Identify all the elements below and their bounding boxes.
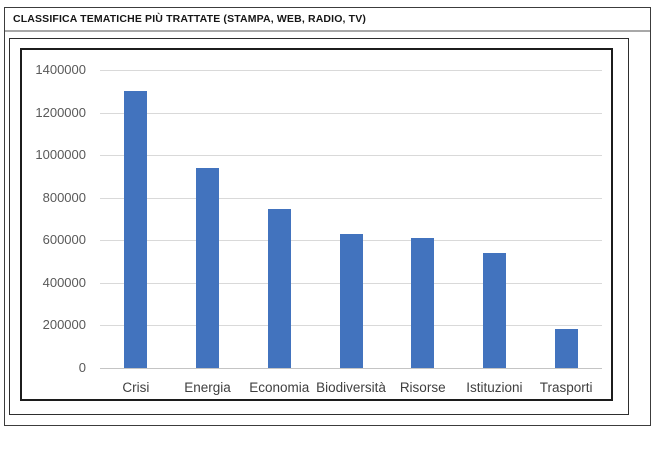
x-category-label: Istituzioni xyxy=(466,380,523,395)
y-tick-label: 200000 xyxy=(42,317,86,333)
y-tick-label: 400000 xyxy=(42,274,86,290)
gridline xyxy=(100,155,602,157)
gridline xyxy=(100,197,602,199)
chart-box: 0 200000 400000 600000 800000 1000000 1200000 1… xyxy=(20,48,613,401)
chart-container: 0 200000 400000 600000 800000 1000000 1200000 1… xyxy=(9,38,629,415)
document-frame: CLASSIFICA TEMATICHE PIÙ TRATTATE (STAMP… xyxy=(4,7,651,426)
y-tick-label: 1200000 xyxy=(35,104,86,120)
x-category-label: Energia xyxy=(184,380,231,395)
x-category-label: Biodiversità xyxy=(316,380,386,395)
x-category-label: Economia xyxy=(249,380,310,395)
bar-istituzioni xyxy=(482,253,506,368)
y-tick-label: 1400000 xyxy=(35,62,86,77)
x-axis-line xyxy=(100,368,602,369)
bar-risorse xyxy=(411,238,435,368)
chart-title-bar: CLASSIFICA TEMATICHE PIÙ TRATTATE (STAMP… xyxy=(5,8,650,32)
bar-crisi xyxy=(124,91,148,368)
x-category-label: Trasporti xyxy=(539,380,593,395)
gridline xyxy=(100,70,602,71)
bar-trasporti xyxy=(554,328,578,368)
bar-biodiversità xyxy=(339,233,363,368)
y-tick-label: 600000 xyxy=(42,232,86,248)
bar-chart: 0 200000 400000 600000 800000 1000000 1200000 1… xyxy=(22,50,611,399)
page-title: CLASSIFICA TEMATICHE PIÙ TRATTATE (STAMP… xyxy=(13,13,367,25)
y-tick-label: 1000000 xyxy=(35,147,86,163)
y-tick-label: 0 xyxy=(78,360,86,375)
x-category-label: Crisi xyxy=(122,380,150,395)
y-tick-label: 800000 xyxy=(42,189,86,205)
bar-energia xyxy=(196,167,220,368)
bar-economia xyxy=(267,209,291,368)
gridline xyxy=(100,112,602,114)
x-category-label: Risorse xyxy=(399,380,446,395)
